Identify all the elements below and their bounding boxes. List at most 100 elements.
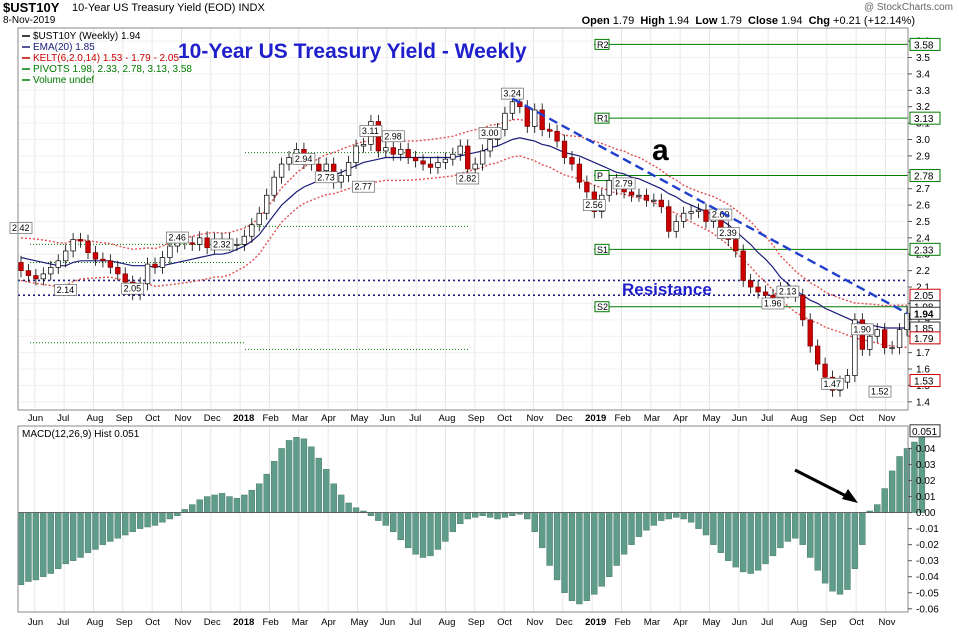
candle-body [122,273,128,283]
price-label-box [612,177,636,190]
brand-credit: @ StockCharts.com [863,2,953,13]
macd-panel-frame [17,425,909,613]
macd-hist-bar [591,512,598,595]
legend-entry: KELT(6,2.0,14) 1.53 - 1.79 - 2.05 [33,53,179,64]
price-label-box [478,127,502,139]
macd-hist-bar [561,512,568,593]
macd-hist-bar [390,512,397,533]
pivot-tag-label: P [597,171,603,181]
price-x-label: Nov [526,413,543,424]
price-x-label: Feb [614,413,630,424]
candle-body [651,199,657,202]
macd-x-label: Apr [673,617,688,628]
pivot-tag-box [594,112,610,124]
macd-hist-bar [107,512,114,542]
right-value-text: 1.53 [914,376,934,387]
price-y-tick-label: 2.5 [916,217,930,228]
candle-body [479,150,486,165]
macd-hist-bar [427,512,434,557]
symbol-description: 10-Year US Treasury Yield (EOD) INDX [72,2,265,14]
candle-body [159,257,166,268]
right-value-marker [909,169,941,183]
downtrend-line [511,97,908,315]
macd-hist-bar [792,512,799,539]
macd-y-tick-label: -0.05 [916,588,939,599]
macd-hist-bar [494,512,501,520]
macd-hist-bar [717,512,725,553]
candle-body [18,262,24,271]
price-label-text: 2.98 [384,131,402,141]
right-value-marker [909,373,941,387]
ema20-line [20,137,907,329]
macd-hist-bar [337,494,345,513]
macd-hist-bar [747,512,754,574]
macd-hist-bar [32,512,40,581]
price-x-label: Oct [849,413,864,424]
macd-x-label: Sep [468,617,485,628]
macd-hist-bar [725,512,732,561]
macd-hist-bar [434,512,442,550]
pivot-lines-layer: R2 R1 P S1 S2 [30,38,908,350]
price-y-tick-label: 1.9 [916,315,930,326]
candle-body [405,148,411,158]
price-x-label: Oct [145,413,160,424]
macd-hist-bar [888,470,896,513]
right-value-text: 3.13 [914,114,934,125]
price-x-label: Mar [644,413,660,424]
macd-layer [17,430,926,605]
macd-hist-bar [84,512,92,553]
macd-hist-bar [829,512,836,592]
price-label-text: 2.73 [317,172,335,182]
macd-hist-bar [702,512,710,536]
macd-y-tick-label: -0.04 [916,572,939,583]
candle-body [703,209,709,222]
candle-body [40,273,46,280]
candle-body [435,162,441,168]
candle-body [896,329,903,349]
right-value-text: 3.58 [914,40,934,51]
price-label-box [381,130,405,143]
candle-body [755,286,761,293]
price-label-text: 2.13 [779,287,797,297]
macd-x-label: Mar [644,617,660,628]
right-value-text: 2.78 [914,172,934,183]
axes-layer: 1.41.51.61.71.81.92.02.12.22.32.42.52.62… [17,27,941,628]
price-x-label: Apr [321,413,336,424]
macd-hist-bar [807,512,814,558]
open-value: 1.79 [612,15,635,27]
candle-body [271,176,277,196]
candle-body [115,267,121,275]
candle-body [100,258,106,262]
price-y-tick-label: 1.6 [916,365,930,376]
macd-hist-bar [851,512,859,569]
macd-hist-bar [471,512,479,518]
price-label-text: 2.39 [719,228,737,238]
candle-body [695,209,702,212]
candle-body [643,194,650,201]
candle-body [85,240,91,253]
price-x-label: 2019 [585,413,606,424]
candle-body [532,109,538,127]
macd-hist-bar [762,512,769,565]
candle-body [398,148,404,155]
macd-hist-bar [836,512,844,595]
macd-hist-bar [69,512,77,561]
macd-hist-bar [352,507,360,513]
high-value: 1.94 [667,15,690,27]
candle-body [472,163,478,170]
price-x-label: Sep [820,413,837,424]
price-x-label: Jun [28,413,43,424]
candle-body [450,153,456,160]
macd-hist-bar [404,512,412,549]
candle-body [584,181,590,193]
price-label-box [456,172,480,185]
price-label-text: 2.94 [295,154,313,164]
price-label-text: 3.00 [481,128,499,138]
macd-hist-bar [382,512,390,526]
macd-y-tick-label: -0.03 [916,556,939,567]
macd-hist-bar [583,512,591,601]
macd-last-box [909,424,941,438]
candle-body [390,147,396,155]
macd-y-tick-label: -0.06 [916,604,939,615]
